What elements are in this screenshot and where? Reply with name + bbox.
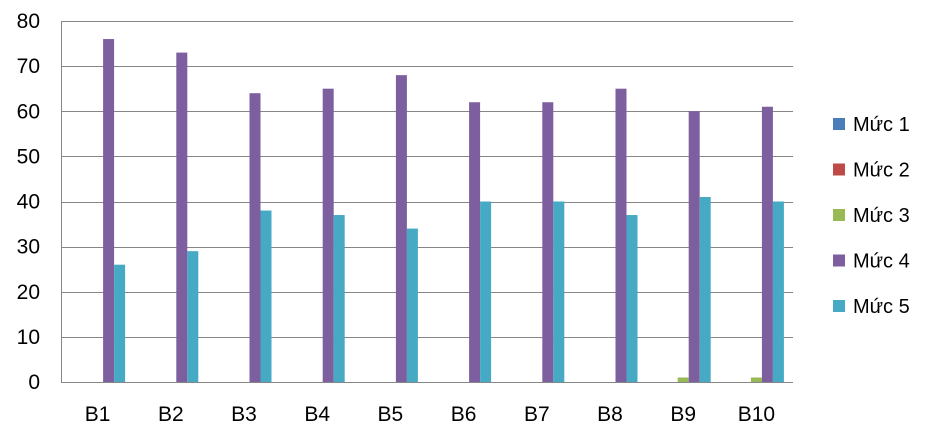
legend: Mức 1 Mức 2 Mức 3 Mức 4 Mức 5: [833, 114, 910, 318]
x-tick-label: B8: [597, 403, 623, 426]
x-tick-label: B7: [524, 403, 550, 426]
x-tick-label: B1: [85, 403, 111, 426]
bar-b6-series-4: [469, 102, 481, 382]
legend-label: Mức 4: [853, 251, 910, 273]
bars: [103, 39, 784, 383]
x-tick-label: B2: [158, 403, 184, 426]
legend-label: Mức 3: [853, 205, 910, 227]
bar-b10-series-5: [772, 201, 784, 382]
bar-b5-series-5: [406, 228, 418, 382]
bar-b1-series-5: [114, 264, 126, 382]
x-tick-label: B5: [378, 403, 404, 426]
bar-b10-series-3: [750, 377, 762, 382]
bar-b7-series-4: [542, 102, 554, 382]
bar-b4-series-4: [322, 88, 334, 382]
y-tick-label: 40: [17, 191, 40, 214]
y-tick-label: 70: [17, 55, 40, 78]
y-tick-labels: 0 10 20 30 40 50 60 70 80: [17, 10, 40, 394]
x-tick-label: B4: [304, 403, 330, 426]
bar-b8-series-5: [626, 215, 638, 382]
bar-b5-series-4: [395, 75, 407, 383]
y-tick-label: 0: [28, 371, 40, 394]
bar-b2-series-4: [176, 52, 188, 383]
axes: [61, 21, 793, 383]
x-tick-labels: B1 B2 B3 B4 B5 B6 B7 B8 B9 B10: [85, 403, 775, 426]
x-tick-label: B6: [451, 403, 477, 426]
bar-b3-series-4: [249, 93, 261, 382]
bar-b1-series-4: [103, 39, 115, 383]
legend-label: Mức 1: [853, 114, 910, 136]
bar-b3-series-5: [260, 210, 272, 382]
bar-b10-series-4: [761, 106, 773, 383]
legend-swatch: [833, 300, 845, 312]
legend-swatch: [833, 254, 845, 267]
legend-label: Mức 2: [853, 160, 910, 182]
y-tick-label: 50: [17, 145, 40, 168]
y-tick-label: 10: [17, 326, 40, 349]
legend-label: Mức 5: [853, 296, 910, 318]
bar-b6-series-5: [480, 201, 492, 382]
y-tick-label: 60: [17, 100, 40, 123]
x-tick-label: B9: [670, 403, 696, 426]
legend-swatch: [833, 209, 845, 221]
bar-b7-series-5: [553, 201, 565, 382]
x-tick-label: B10: [738, 403, 775, 426]
gridlines: [61, 21, 793, 338]
y-tick-label: 30: [17, 236, 40, 259]
bar-b4-series-5: [333, 215, 345, 382]
bar-b9-series-3: [677, 377, 689, 382]
bar-b9-series-5: [699, 196, 711, 382]
bar-b8-series-4: [615, 88, 627, 382]
bar-b9-series-4: [688, 111, 700, 382]
legend-swatch: [833, 163, 845, 176]
y-tick-label: 20: [17, 281, 40, 304]
bar-b2-series-5: [187, 251, 199, 382]
x-tick-label: B3: [231, 403, 257, 426]
legend-swatch: [833, 118, 845, 130]
y-tick-label: 80: [17, 10, 40, 33]
